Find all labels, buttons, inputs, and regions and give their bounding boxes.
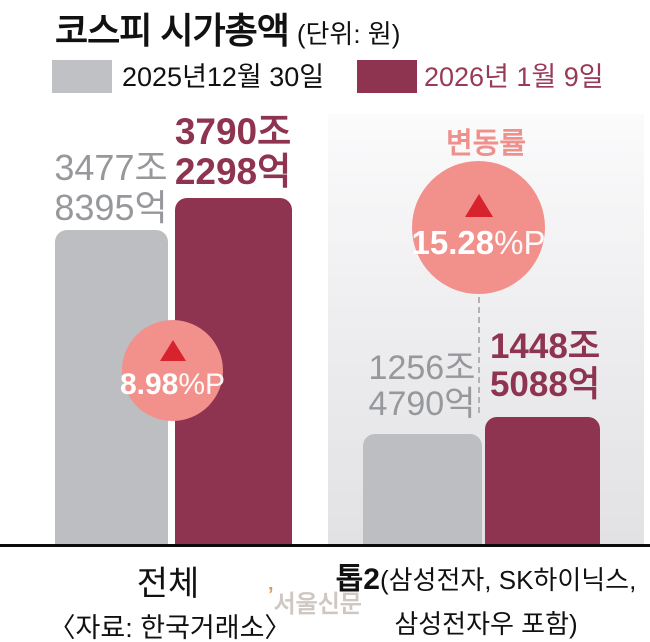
category-top2-rest: (삼성전자, SK하이닉스, — [379, 565, 637, 595]
change-badge-top2: 15.28%P — [412, 161, 545, 294]
change-value-top2: 15.28%P — [412, 224, 546, 262]
value-line: 1448조 — [489, 327, 601, 366]
watermark-tick: ’ — [268, 584, 274, 606]
baseline-axis — [0, 544, 650, 547]
legend-label-prev: 2025년12월 30일 — [122, 62, 325, 92]
category-label-top2: 톱2(삼성전자, SK하이닉스, 삼성전자우 포함) — [322, 558, 650, 642]
change-value-total: 8.98%P — [120, 368, 225, 402]
value-label-curr-total: 3790조 2298억 — [158, 112, 308, 192]
change-suffix: %P — [494, 223, 546, 261]
bar-curr-top2 — [485, 417, 600, 544]
title-text: 코스피 시가총액 — [55, 10, 290, 51]
value-line: 4790억 — [368, 385, 476, 423]
page-title: 코스피 시가총액 (단위: 원) — [55, 2, 400, 54]
value-line: 8395억 — [54, 187, 168, 228]
up-triangle-icon — [159, 339, 186, 361]
value-line: 3790조 — [174, 111, 292, 152]
legend-label-curr: 2026년 1월 9일 — [424, 62, 604, 92]
category-top2-bold: 톱2 — [335, 563, 380, 596]
dashed-connector-line — [478, 297, 480, 413]
unit-label: (단위: 원) — [296, 19, 401, 49]
value-line: 1256조 — [368, 349, 476, 387]
change-suffix: %P — [178, 367, 226, 401]
category-label-total: 전체 — [136, 565, 200, 603]
change-rate-title: 변동률 — [445, 128, 527, 160]
watermark: ’서울신문 — [268, 584, 362, 619]
value-label-prev-top2: 1256조 4790억 — [347, 350, 497, 422]
category-top2-line2: 삼성전자우 포함) — [394, 609, 578, 639]
up-triangle-icon — [464, 193, 493, 217]
change-number: 8.98 — [119, 367, 179, 401]
bar-prev-top2 — [363, 434, 482, 544]
legend-swatch-curr — [357, 60, 417, 93]
value-line: 5088억 — [489, 365, 601, 404]
legend-swatch-prev — [52, 60, 112, 93]
value-line: 3477조 — [54, 147, 168, 188]
source-label: 〈자료: 한국거래소〉 — [48, 613, 292, 642]
change-number: 15.28 — [411, 223, 495, 261]
watermark-text: 서울신문 — [273, 591, 362, 618]
change-badge-total: 8.98%P — [120, 320, 225, 421]
value-label-curr-top2: 1448조 5088억 — [470, 328, 620, 404]
value-label-prev-total: 3477조 8395억 — [36, 148, 186, 228]
value-line: 2298억 — [174, 151, 292, 192]
